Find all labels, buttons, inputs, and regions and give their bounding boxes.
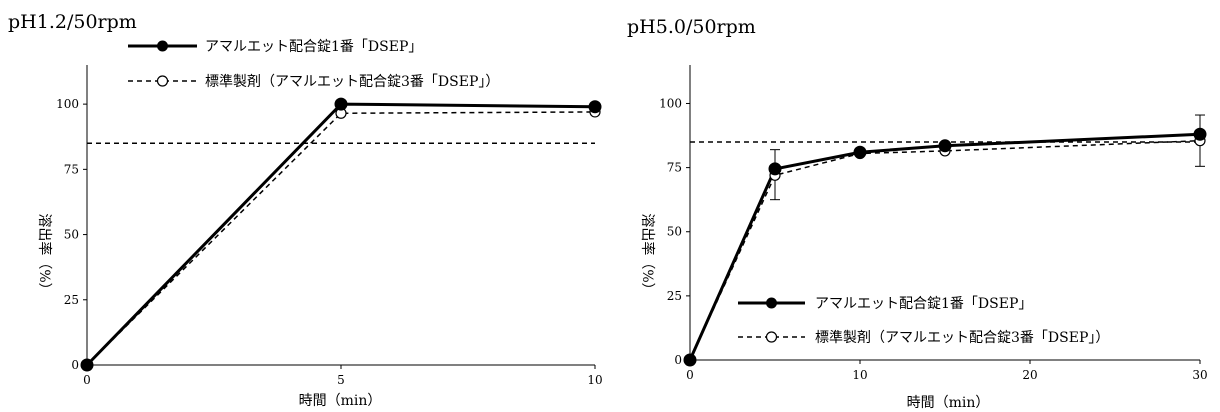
y-tick-label: 100 [56,97,79,111]
data-point-series-1 [938,139,952,153]
legend: アマルエット配合錠1番「DSEP」標準製剤（アマルエット配合錠3番「DSEP」） [738,296,1109,346]
data-point-series-1 [80,358,94,372]
y-tick-label: 75 [667,161,682,175]
y-tick-label: 75 [64,162,79,176]
y-tick-label: 50 [667,225,682,239]
legend-marker [156,75,169,87]
x-tick-label: 10 [587,373,602,387]
chart-title: pH5.0/50rpm [627,16,756,38]
x-tick-label: 10 [852,368,867,382]
legend-label: 標準製剤（アマルエット配合錠3番「DSEP」） [815,330,1109,346]
x-tick-label: 0 [686,368,694,382]
chart-1: pH1.2/50rpm 0 25 50 75 100 0 5 10 時間（min） 溶出率（%） アマ… [8,11,603,409]
data-point-series-1 [768,162,782,176]
legend-label: 標準製剤（アマルエット配合錠3番「DSEP」） [205,74,499,90]
series-line-2 [86,111,596,366]
x-tick-label: 5 [337,373,345,387]
data-point-series-1 [334,97,348,111]
legend-marker [157,40,168,52]
y-tick-label: 25 [667,289,682,303]
chart-2: pH5.0/50rpm 0 25 50 75 100 0 10 20 30 時間（min） 溶出率（%… [627,16,1208,411]
x-axis-label: 時間（min） [907,395,990,411]
y-tick-label: 50 [64,228,79,242]
x-axis-label: 時間（min） [299,393,382,409]
legend-label: アマルエット配合錠1番「DSEP」 [815,296,1032,312]
legend-label: アマルエット配合錠1番「DSEP」 [205,39,422,55]
y-tick-label: 100 [659,96,682,110]
series-line-2 [689,139,1201,361]
data-point-series-1 [683,353,697,367]
x-tick-label: 20 [1022,368,1037,382]
y-axis-label: 溶出率（%） [639,213,656,296]
y-tick-label: 0 [674,353,682,367]
y-tick-label: 25 [64,293,79,307]
legend: アマルエット配合錠1番「DSEP」標準製剤（アマルエット配合錠3番「DSEP」） [128,39,499,90]
legend-marker [766,297,777,309]
x-tick-label: 0 [83,373,91,387]
series-line-1 [688,132,1201,361]
x-tick-label: 30 [1192,368,1207,382]
data-point-series-1 [853,145,867,159]
y-tick-label: 0 [71,358,79,372]
data-point-series-1 [588,100,602,114]
legend-marker [765,331,778,343]
y-axis-label: 溶出率（%） [36,213,53,296]
chart-title: pH1.2/50rpm [8,11,137,33]
data-point-series-1 [1193,127,1207,141]
